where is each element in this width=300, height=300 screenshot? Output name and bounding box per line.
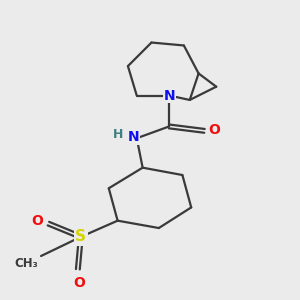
- Text: O: O: [74, 276, 85, 290]
- Text: N: N: [128, 130, 140, 144]
- Text: S: S: [75, 230, 86, 244]
- Text: H: H: [112, 128, 123, 141]
- Text: O: O: [31, 214, 43, 228]
- Text: CH₃: CH₃: [14, 257, 38, 270]
- Text: O: O: [208, 123, 220, 137]
- Text: N: N: [163, 88, 175, 103]
